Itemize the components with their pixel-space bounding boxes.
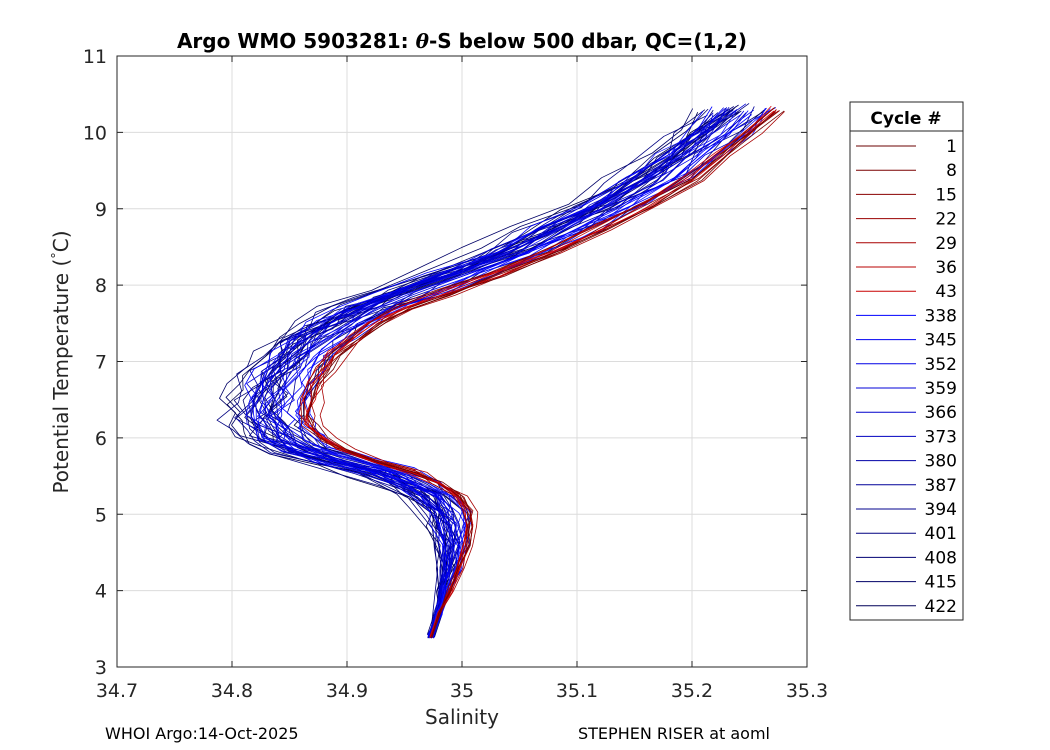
legend-label: 36 xyxy=(935,258,957,278)
x-tick-label: 34.9 xyxy=(326,680,368,702)
legend-label: 352 xyxy=(925,355,957,375)
profile-line xyxy=(300,107,775,638)
x-tick-label: 35.1 xyxy=(556,680,598,702)
legend-label: 1 xyxy=(946,137,957,157)
y-tick-label: 3 xyxy=(95,657,107,679)
legend-label: 338 xyxy=(925,306,957,326)
y-tick-label: 9 xyxy=(95,199,107,221)
y-axis-label: Potential Temperature (°C) xyxy=(49,230,73,493)
profile-line xyxy=(276,110,749,636)
legend-label: 401 xyxy=(925,524,957,544)
legend-label: 387 xyxy=(925,476,957,496)
x-tick-label: 35.2 xyxy=(671,680,713,702)
legend-label: 345 xyxy=(925,331,957,351)
x-tick-label: 35.3 xyxy=(786,680,828,702)
ticks: 34.7 34.8 34.9 35 35.1 35.2 35.3 3 4 5 6 7 8 9 10 11 xyxy=(83,46,828,702)
legend-entries: 1 8 15 22 29 36 43 338 345 352 359 366 373 380 387 394 4… xyxy=(856,137,957,617)
x-tick-label: 35 xyxy=(450,680,474,702)
legend-label: 394 xyxy=(925,500,957,520)
legend-label: 366 xyxy=(925,403,957,423)
profile-line xyxy=(258,106,713,639)
legend-label: 373 xyxy=(925,427,957,447)
legend-label: 15 xyxy=(935,185,957,205)
y-tick-label: 8 xyxy=(95,275,107,297)
legend-label: 22 xyxy=(935,210,957,230)
profile-line xyxy=(219,108,694,636)
legend-title: Cycle # xyxy=(870,109,941,129)
legend-label: 415 xyxy=(925,573,957,593)
x-axis-label: Salinity xyxy=(425,705,499,729)
profile-line xyxy=(225,108,709,637)
legend: Cycle # 1 8 15 22 29 36 43 338 345 352 359 366 373 38… xyxy=(849,101,964,621)
footer-left-text: WHOI Argo:14-Oct-2025 xyxy=(105,724,299,743)
y-tick-label: 4 xyxy=(95,581,107,603)
legend-label: 408 xyxy=(925,548,957,568)
profile-line xyxy=(226,112,699,638)
profile-line xyxy=(319,111,785,639)
grid xyxy=(117,56,807,667)
y-tick-label: 10 xyxy=(83,122,107,144)
legend-label: 8 xyxy=(946,161,957,181)
x-tick-label: 34.8 xyxy=(211,680,253,702)
y-tick-label: 7 xyxy=(95,352,107,374)
footer-right-text: STEPHEN RISER at aoml xyxy=(578,724,770,743)
legend-label: 29 xyxy=(935,234,957,254)
y-tick-label: 6 xyxy=(95,428,107,450)
profile-line xyxy=(266,113,742,639)
profile-line xyxy=(298,107,774,638)
legend-label: 359 xyxy=(925,379,957,399)
legend-label: 43 xyxy=(935,282,957,302)
y-tick-label: 11 xyxy=(83,46,107,68)
profile-lines xyxy=(216,103,785,639)
profile-line xyxy=(248,112,714,639)
profile-line xyxy=(264,108,728,638)
y-tick-label: 5 xyxy=(95,504,107,526)
x-tick-label: 34.7 xyxy=(96,680,138,702)
profile-line xyxy=(260,109,738,637)
profile-line xyxy=(252,107,730,635)
profile-line xyxy=(307,111,776,639)
profile-line xyxy=(306,110,775,637)
chart-title: Argo WMO 5903281: θ-S below 500 dbar, QC… xyxy=(177,29,747,53)
legend-label: 422 xyxy=(925,597,957,617)
legend-label: 380 xyxy=(925,452,957,472)
profile-line xyxy=(244,111,704,639)
profile-line xyxy=(303,107,776,639)
